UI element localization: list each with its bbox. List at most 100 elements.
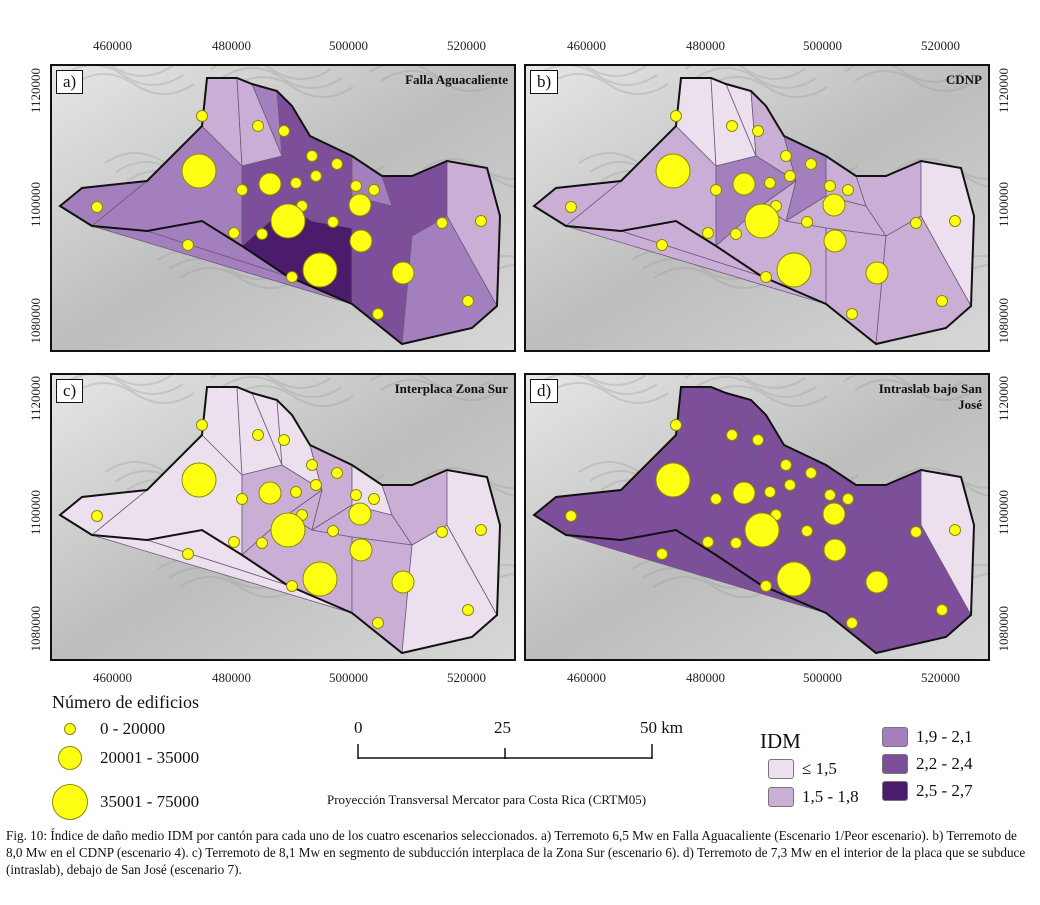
building-count-circle [91,201,103,213]
building-count-circle [310,479,322,491]
scale-label-25: 25 [494,718,511,737]
building-count-circle [656,548,668,560]
building-count-circle [744,203,780,239]
building-count-circle [258,172,282,196]
building-count-circle [730,537,742,549]
building-count-circle [475,524,487,536]
building-circles [91,419,487,629]
building-count-circle [270,203,306,239]
building-count-circle [823,229,847,253]
building-count-circle [236,184,248,196]
x-tick-bottom: 500000 [329,670,368,685]
panel-letter: d) [530,379,559,403]
building-count-circle [462,295,474,307]
idm-class-label: 2,2 - 2,4 [916,754,973,773]
y-tick-right: 1080000 [996,298,1011,344]
map-d [526,375,988,659]
terrain-ridge [52,375,173,386]
terrain-ridge [960,573,988,585]
terrain-ridge [695,67,817,89]
building-count-circle [286,271,298,283]
terrain-ridge [526,375,647,386]
building-count-circle [780,150,792,162]
building-count-circle [252,429,264,441]
terrain-ridge [843,375,965,392]
building-count-circle [752,125,764,137]
map-c [52,375,514,659]
building-count-circle [391,570,415,594]
building-count-circle [936,604,948,616]
x-tick-top: 520000 [921,38,960,53]
buildings-legend-item: 0 - 20000 [56,719,165,739]
terrain-ridge [232,76,354,98]
terrain-ridge [486,573,514,585]
terrain-ridge [369,66,491,83]
building-count-circle [181,462,217,498]
idm-class-label: 2,5 - 2,7 [916,781,973,800]
y-tick-right: 1080000 [996,606,1011,652]
scale-label-0: 0 [354,718,363,737]
panel-letter: a) [56,70,84,94]
building-count-circle [732,481,756,505]
buildings-legend-item: 20001 - 35000 [56,746,199,770]
building-count-circle [302,252,338,288]
terrain-ridge [62,375,184,395]
map-panel-a: a) Falla Aguacaliente [50,64,516,352]
building-count-circle [91,510,103,522]
terrain-ridge [684,375,806,389]
idm-swatch [768,787,794,807]
building-count-circle [436,217,448,229]
x-tick-bottom: 520000 [921,670,960,685]
terrain-ridge [52,66,173,77]
building-count-circle [270,512,306,548]
idm-legend-item: 1,5 - 1,8 [768,787,859,807]
x-tick-top: 500000 [803,38,842,53]
building-count-circle [196,419,208,431]
y-tick-left: 1080000 [28,606,43,652]
building-count-circle [290,486,302,498]
x-tick-bottom: 460000 [93,670,132,685]
terrain-ridge [653,267,775,289]
terrain-ridge [221,376,343,398]
building-count-circle [822,193,846,217]
building-count-circle [949,524,961,536]
terrain-ridge [706,76,828,98]
building-count-circle [865,570,889,594]
x-tick-bottom: 480000 [686,670,725,685]
building-count-circle [348,502,372,526]
building-count-circle [670,419,682,431]
building-count-circle [726,120,738,132]
idm-legend-item: ≤ 1,5 [768,759,837,779]
building-count-circle [936,295,948,307]
building-count-circle [726,429,738,441]
idm-legend-item: 2,5 - 2,7 [882,781,973,801]
building-count-circle [744,512,780,548]
projection-note: Proyección Transversal Mercator para Cos… [327,792,647,807]
building-count-circle [842,493,854,505]
idm-class-label: ≤ 1,5 [802,759,837,778]
y-tick-right: 1120000 [996,68,1011,114]
building-count-circle [327,525,339,537]
y-tick-right: 1120000 [996,376,1011,422]
building-count-circle [290,177,302,189]
building-count-circle [306,459,318,471]
terrain-ridge [547,73,669,95]
x-tick-top: 460000 [567,38,606,53]
building-count-circle [278,125,290,137]
building-count-circle [801,525,813,537]
building-count-circle [256,228,268,240]
x-tick-bottom: 500000 [803,670,842,685]
map-panel-b: b) CDNP [524,64,990,352]
building-count-circle [302,561,338,597]
terrain-ridge [684,66,806,80]
building-count-circle [331,467,343,479]
figure-caption: Fig. 10: Índice de daño medio IDM por ca… [6,828,1026,877]
idm-swatch [882,781,908,801]
building-count-circle [350,180,362,192]
terrain-ridge [221,67,343,89]
building-count-circle [730,228,742,240]
building-count-circle [760,271,772,283]
x-tick-bottom: 520000 [447,670,486,685]
terrain-ridge [179,267,301,289]
building-count-circle [368,493,380,505]
